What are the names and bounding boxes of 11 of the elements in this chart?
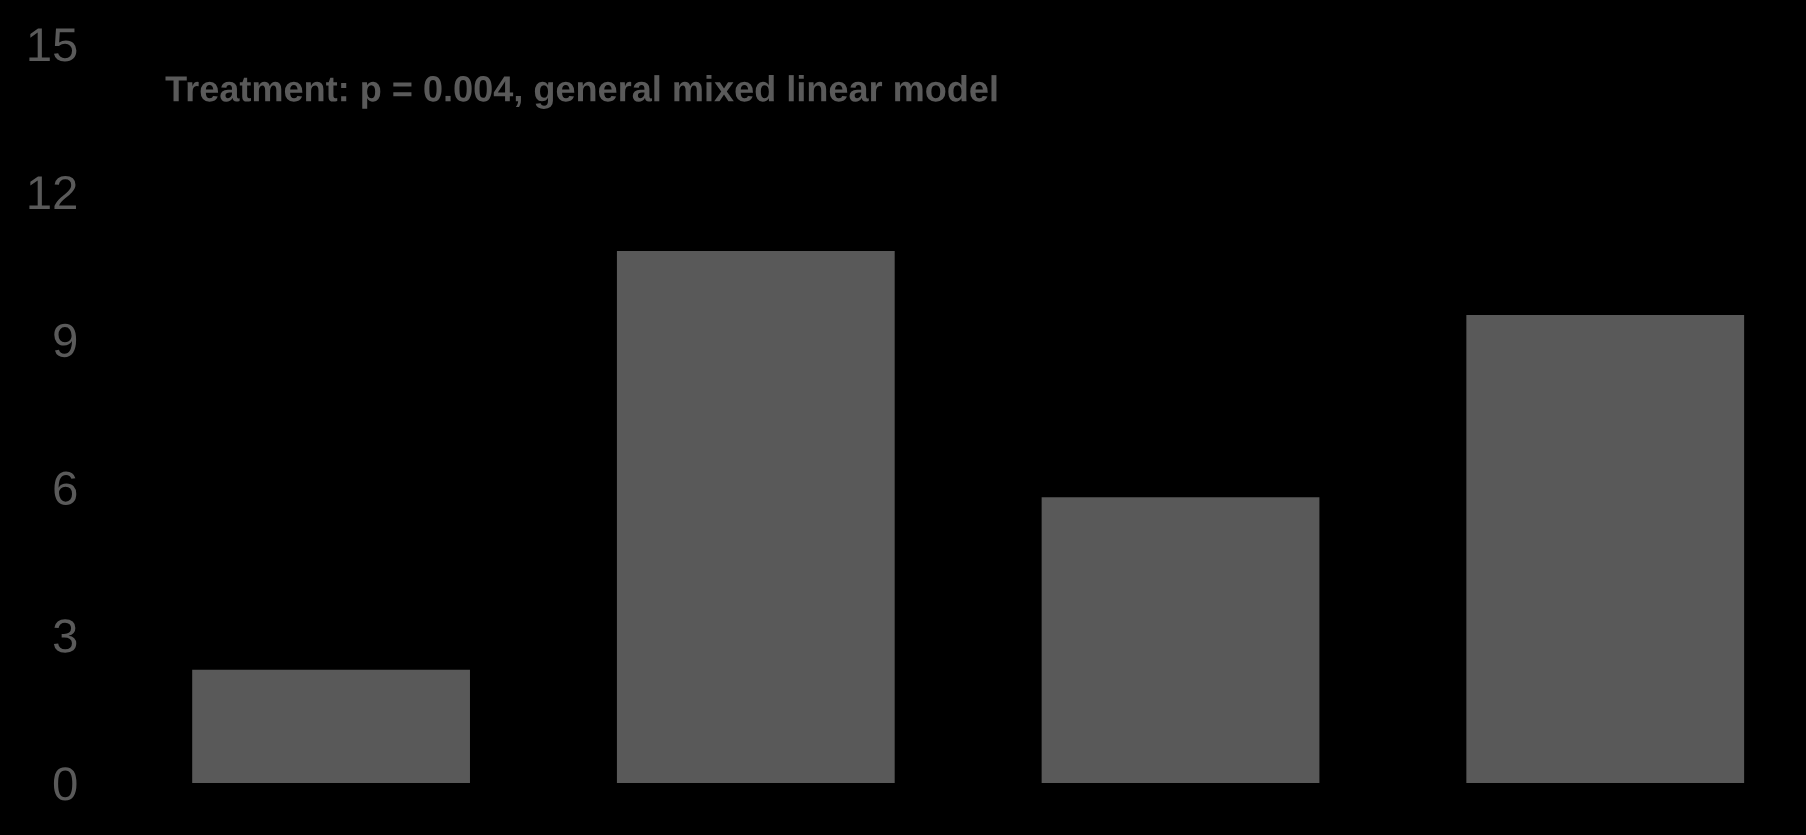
y-tick-label: 15 xyxy=(29,28,77,62)
bar xyxy=(616,250,895,783)
y-tick-label: 9 xyxy=(54,323,77,358)
y-tick-label: 12 xyxy=(29,175,76,209)
bar xyxy=(192,669,470,783)
y-tick-label: 3 xyxy=(53,619,77,653)
annotation: Treatment: p = 0.004, general mixed linear model xyxy=(165,75,997,109)
bar xyxy=(1466,314,1745,783)
bar xyxy=(1041,497,1320,783)
y-tick-label: 6 xyxy=(54,471,77,505)
y-tick-label: 0 xyxy=(53,767,77,801)
